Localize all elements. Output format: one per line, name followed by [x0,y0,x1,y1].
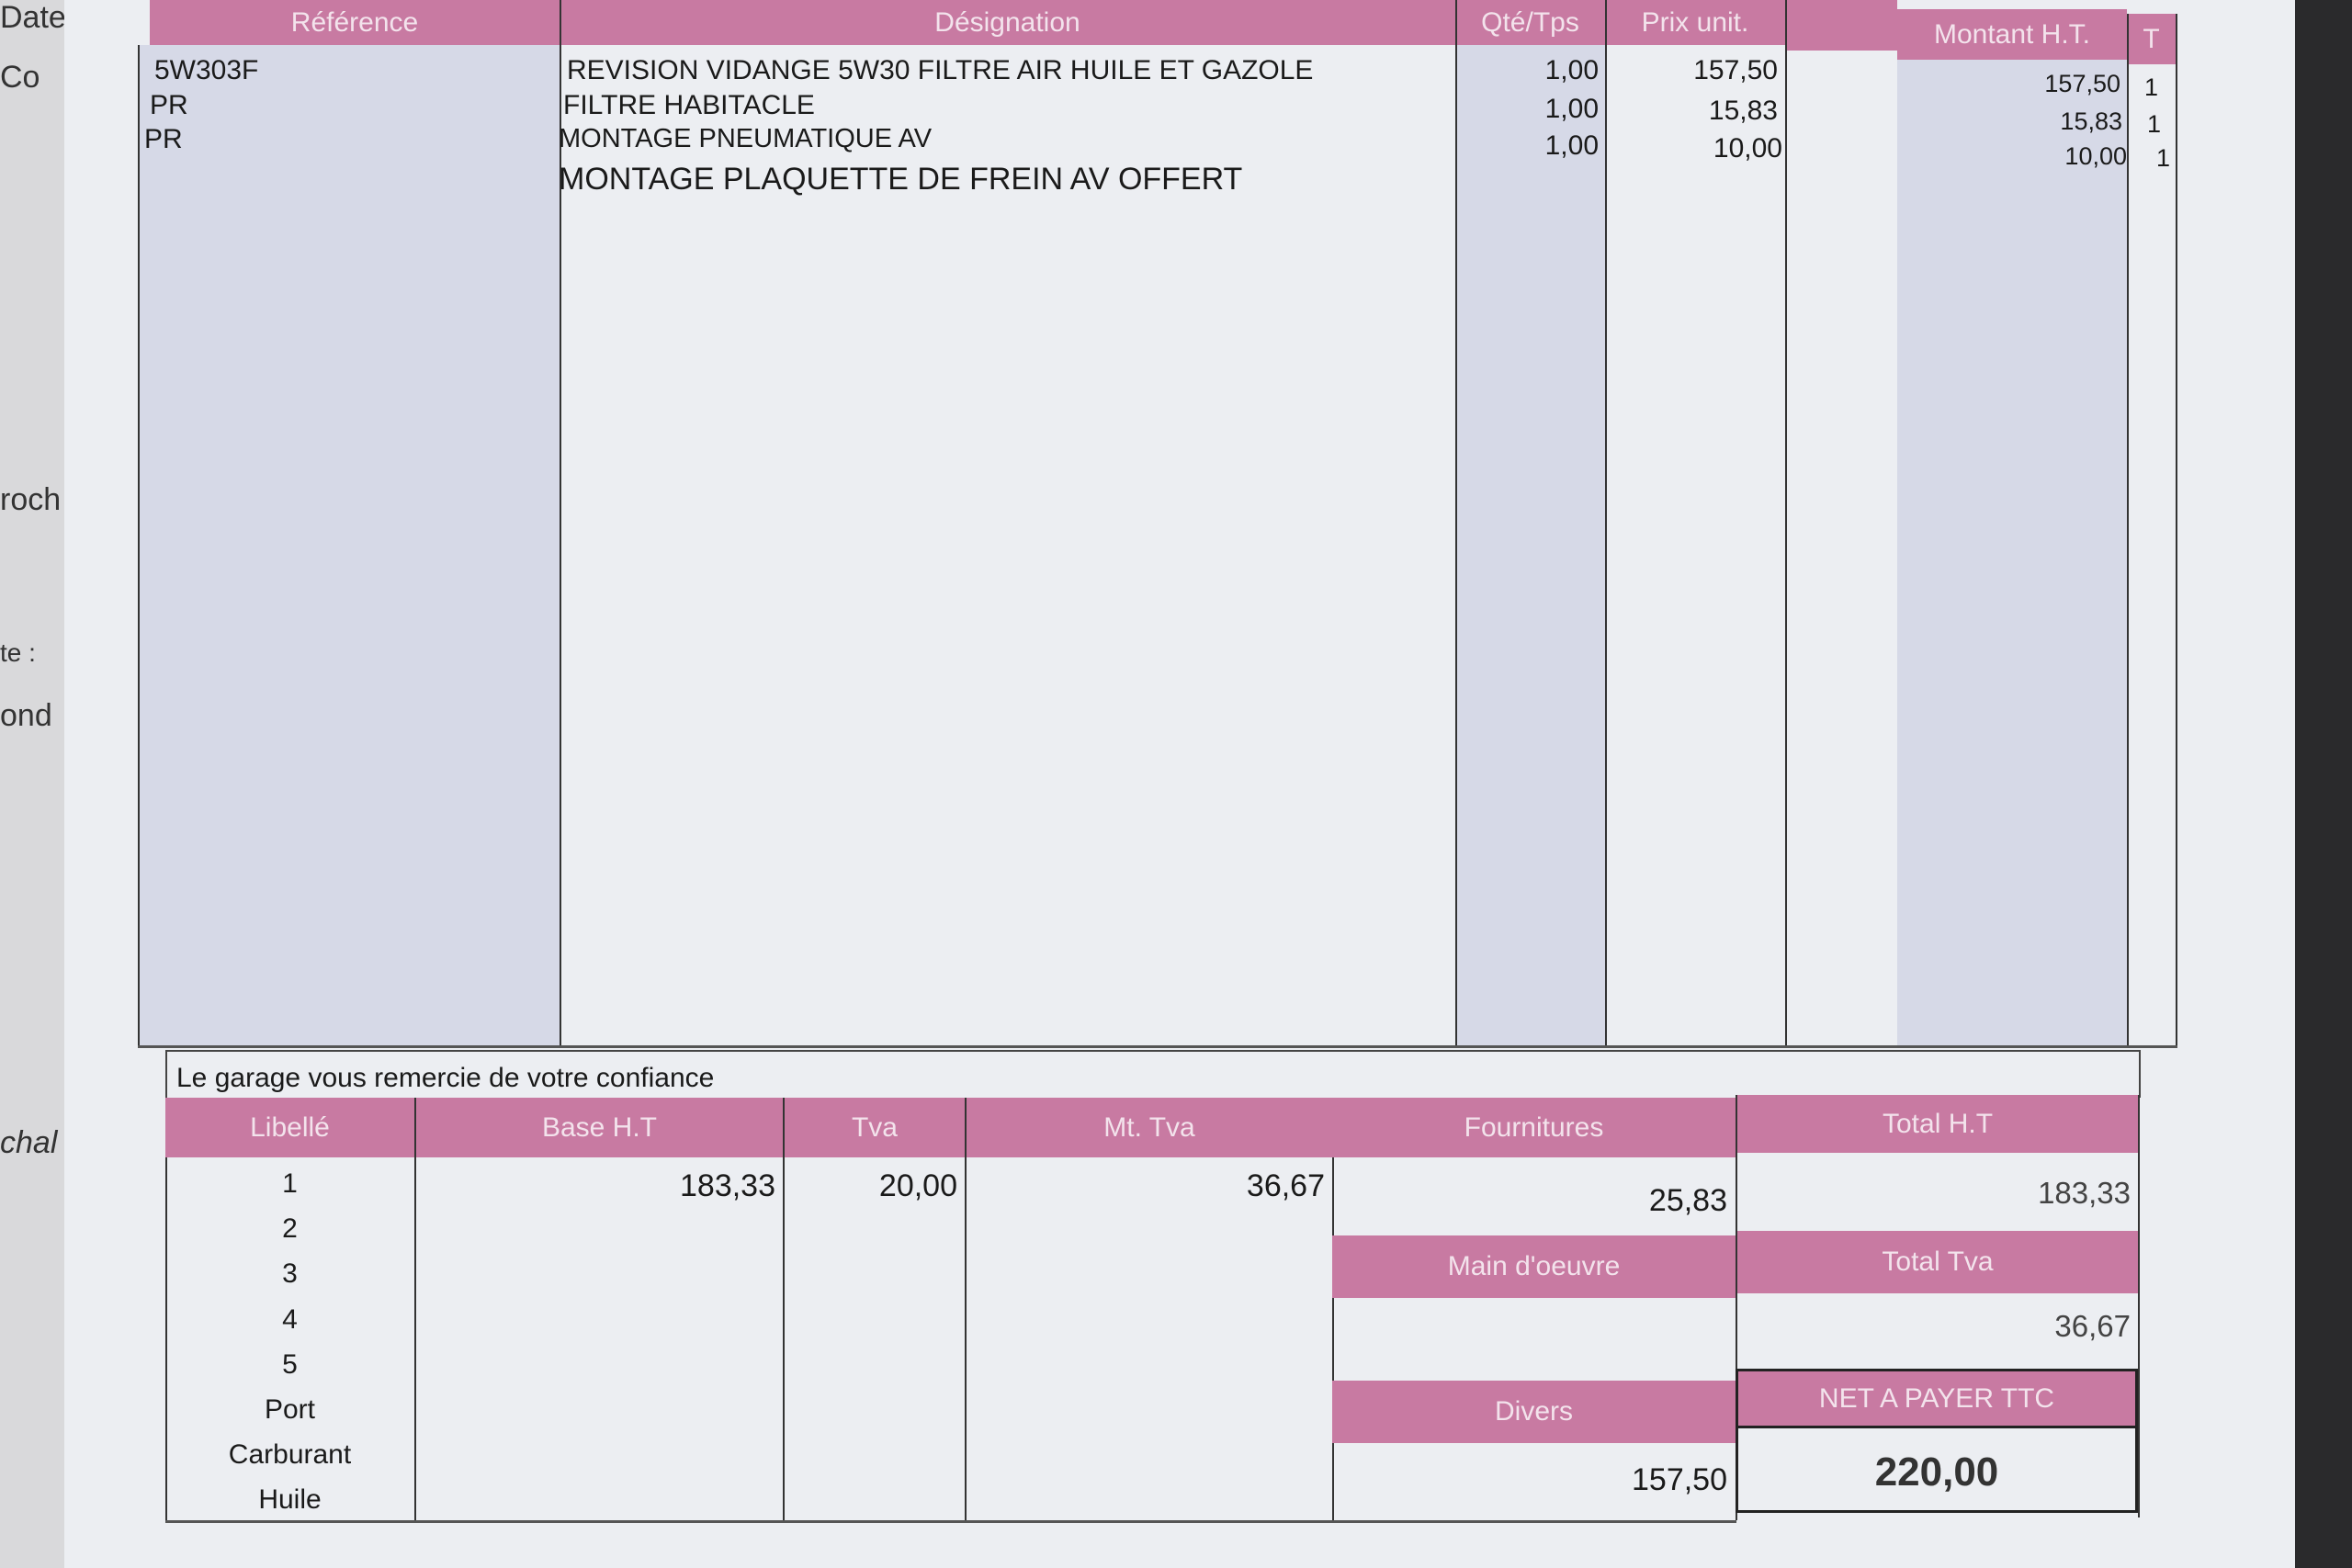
libelle: Huile [258,1484,322,1515]
row-unit-price: 10,00 [1713,133,1782,164]
row-designation: REVISION VIDANGE 5W30 FILTRE AIR HUILE E… [567,55,1314,85]
tva-rate-value: 20,00 [878,1168,957,1203]
total-ht-value: 183,33 [2038,1176,2131,1210]
header-unit-price: Prix unit. [1605,0,1785,45]
header-designation: Désignation [560,0,1455,45]
row-qty: 1,00 [1544,55,1599,85]
row-t: 1 [2155,144,2171,172]
header-total-tva: Total Tva [1736,1231,2138,1293]
header-base-ht: Base H.T [414,1098,783,1157]
fragment: ond [0,698,52,733]
header-libelle: Libellé [165,1098,414,1157]
libelle: Carburant [228,1439,352,1470]
total-tva-value: 36,67 [2054,1309,2131,1343]
row-qty: 1,00 [1544,94,1599,124]
thanks-box [165,1050,2141,1098]
row-designation: MONTAGE PNEUMATIQUE AV [559,124,933,153]
libelle: Port [264,1394,316,1425]
row-amount: 157,50 [2044,70,2120,97]
row-amount: 15,83 [2060,107,2122,135]
row-qty: 1,00 [1544,130,1599,161]
libelle: 2 [282,1213,298,1244]
fragment: roch [0,482,62,517]
header-mt-tva: Mt. Tva [965,1098,1332,1157]
fragment: chal [0,1125,58,1160]
header-t: T [2127,14,2176,64]
mt-tva-value: 36,67 [1246,1168,1325,1203]
thanks-message: Le garage vous remercie de votre confian… [176,1063,715,1093]
libelle: 4 [282,1304,298,1335]
amount-column-bg [1897,55,2127,1047]
row-designation: FILTRE HABITACLE [563,90,815,120]
fragment: Co [0,60,40,95]
row-designation: MONTAGE PLAQUETTE DE FREIN AV OFFERT [559,162,1243,197]
row-ref: PR [144,124,183,154]
libelle: 5 [282,1349,298,1380]
header-qty: Qté/Tps [1455,0,1605,45]
divers-value: 157,50 [1632,1462,1727,1497]
header-net-a-payer: NET A PAYER TTC [1736,1369,2138,1428]
libelle: 1 [282,1168,298,1199]
net-a-payer-value: 220,00 [1874,1450,1999,1495]
header-divers: Divers [1332,1381,1736,1443]
qty-column-bg [1455,45,1605,1047]
header-reference: Référence [150,0,560,45]
header-fournitures: Fournitures [1332,1098,1736,1157]
fragment: te : [0,638,36,667]
row-t: 1 [2143,73,2159,101]
header-total-ht: Total H.T [1736,1095,2138,1153]
base-ht-value: 183,33 [680,1168,775,1203]
row-unit-price: 157,50 [1693,55,1778,85]
header-tva: Tva [783,1098,965,1157]
header-blank [1785,0,1897,51]
header-main-oeuvre: Main d'oeuvre [1332,1235,1736,1298]
net-box [1736,1428,2138,1513]
libelle: 3 [282,1258,298,1289]
row-unit-price: 15,83 [1708,96,1778,126]
reference-column-bg [138,45,560,1047]
row-ref: 5W303F [154,55,259,85]
header-amount: Montant H.T. [1897,9,2127,60]
row-t: 1 [2146,110,2162,138]
fragment: Date [0,0,66,35]
row-amount: 10,00 [2064,142,2127,170]
fournitures-value: 25,83 [1648,1183,1727,1218]
row-ref: PR [150,90,188,120]
